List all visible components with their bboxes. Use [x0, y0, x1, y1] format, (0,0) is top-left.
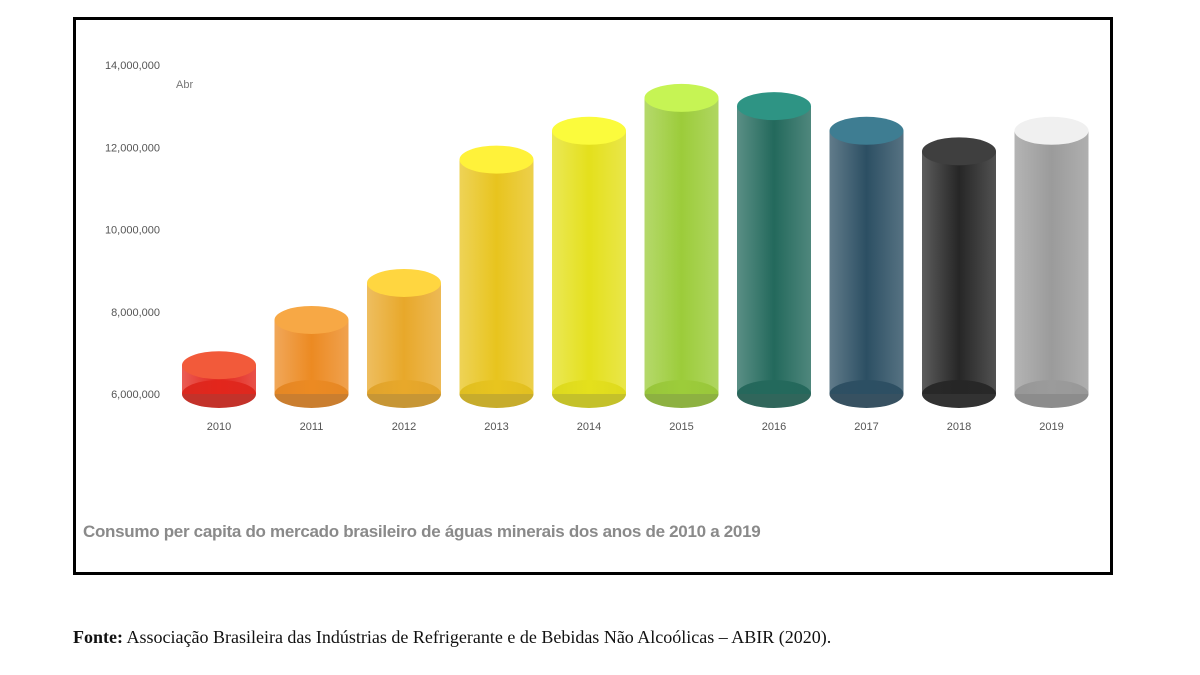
bar-2012 [367, 268, 441, 408]
x-tick-label: 2013 [484, 421, 508, 433]
bar-2013 [459, 145, 534, 408]
bar-body [922, 151, 996, 394]
y-tick-label: 6,000,000 [111, 389, 160, 401]
x-tick-label: 2017 [854, 421, 878, 433]
bar-2011 [274, 305, 349, 408]
x-tick-label: 2016 [762, 421, 786, 433]
bar-top [367, 268, 441, 297]
bar-body [1014, 130, 1089, 395]
x-tick-label: 2014 [577, 421, 601, 433]
bar-top [552, 116, 626, 145]
bar-body [737, 106, 811, 394]
bar-2016 [737, 92, 811, 408]
y-tick-label: 8,000,000 [111, 307, 160, 319]
bar-top [1014, 116, 1089, 145]
x-tick-label: 2018 [947, 421, 971, 433]
x-tick-label: 2010 [207, 421, 231, 433]
bar-2018 [922, 137, 996, 408]
chart-title: Consumo per capita do mercado brasileiro… [83, 522, 761, 541]
bar-top [922, 137, 996, 166]
bar-top [644, 83, 719, 112]
source-label: Fonte: [73, 627, 123, 647]
bar-2010 [182, 351, 256, 408]
bar-top [737, 92, 811, 121]
x-axis: 2010 2011 2012 2013 2014 2015 2016 2017 2018 2019 [207, 421, 1064, 433]
bar-body [644, 97, 719, 395]
y-tick-label: 12,000,000 [105, 142, 160, 154]
bar-top [274, 305, 349, 334]
bar-top [459, 145, 534, 174]
bar-body [552, 130, 626, 395]
bar-top [829, 116, 904, 145]
bar-2014 [552, 116, 626, 408]
bar-body [829, 130, 904, 395]
x-tick-label: 2012 [392, 421, 416, 433]
y-axis: 14,000,000 12,000,000 10,000,000 8,000,000 6… [105, 60, 194, 401]
source-citation: Fonte: Associação Brasileira das Indústr… [73, 627, 831, 648]
bar-body [459, 159, 534, 394]
x-tick-label: 2011 [300, 421, 324, 433]
bar-top [182, 351, 256, 380]
y-tick-label: 14,000,000 [105, 60, 160, 72]
y-tick-label: 10,000,000 [105, 225, 160, 237]
x-tick-label: 2015 [669, 421, 693, 433]
y-unit-label: Abr [176, 79, 193, 91]
bar-series [182, 83, 1089, 408]
bar-2015 [644, 83, 719, 408]
x-tick-label: 2019 [1039, 421, 1063, 433]
chart-frame: 14,000,000 12,000,000 10,000,000 8,000,000 6… [73, 17, 1113, 575]
bar-body [367, 282, 441, 394]
bar-2017 [829, 116, 904, 408]
source-text: Associação Brasileira das Indústrias de … [122, 627, 832, 647]
bar-2019 [1014, 116, 1089, 408]
chart-plot: 14,000,000 12,000,000 10,000,000 8,000,000 6… [105, 60, 1089, 433]
